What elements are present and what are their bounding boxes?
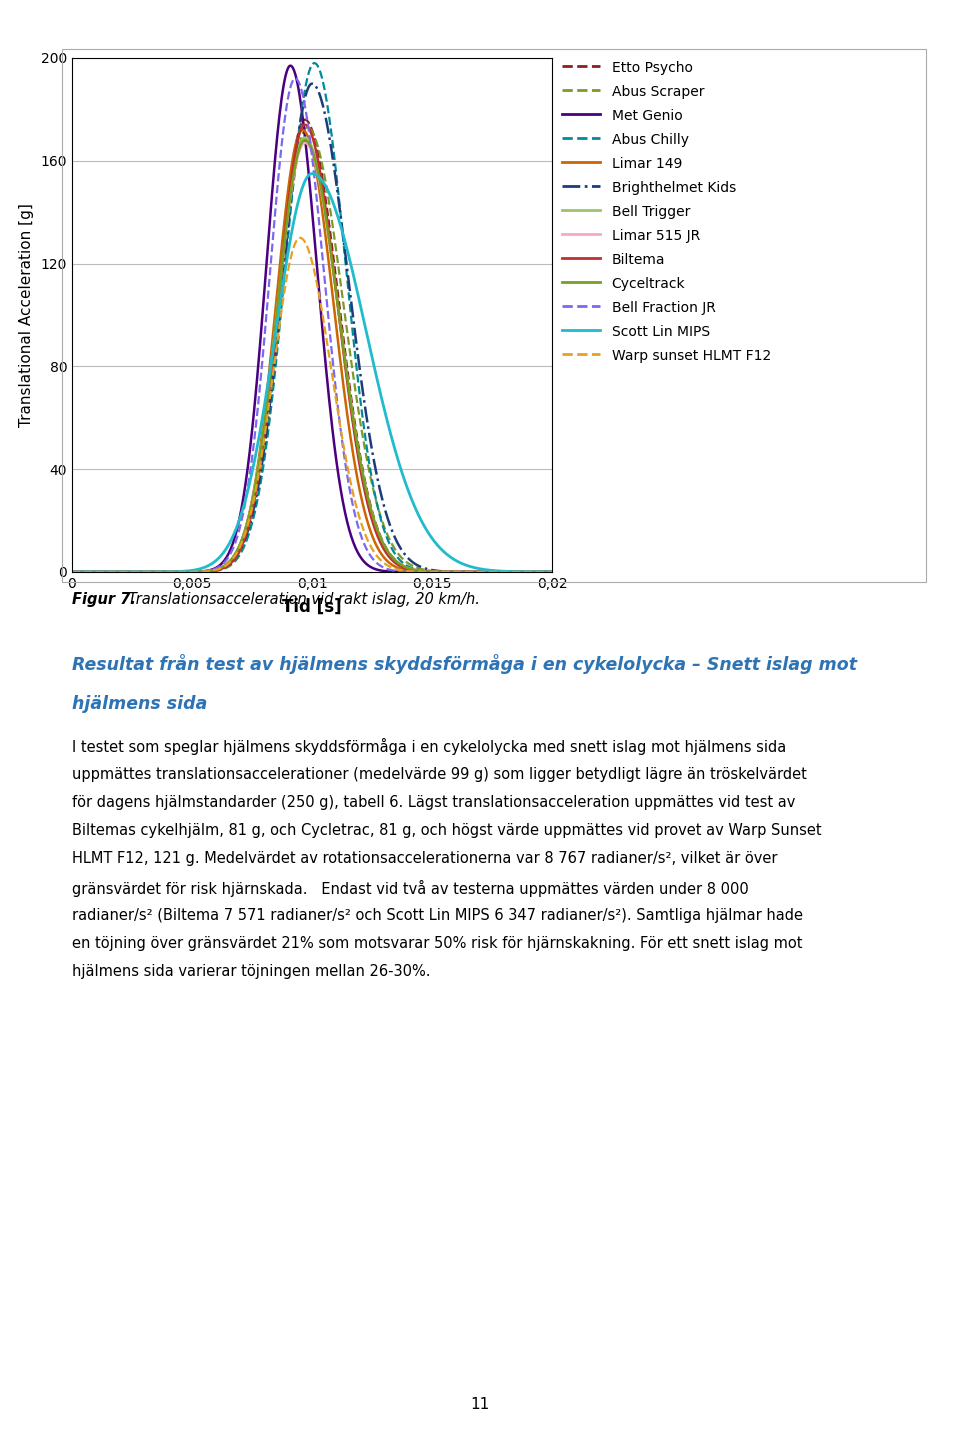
Text: gränsvärdet för risk hjärnskada.   Endast vid två av testerna uppmättes värden u: gränsvärdet för risk hjärnskada. Endast … <box>72 880 749 896</box>
Text: Resultat från test av hjälmens skyddsförmåga i en cykelolycka – Snett islag mot: Resultat från test av hjälmens skyddsför… <box>72 654 857 675</box>
Text: Translationsacceleration vid rakt islag, 20 km/h.: Translationsacceleration vid rakt islag,… <box>128 592 480 607</box>
Text: en töjning över gränsvärdet 21% som motsvarar 50% risk för hjärnskakning. För et: en töjning över gränsvärdet 21% som mots… <box>72 937 803 951</box>
Legend: Etto Psycho, Abus Scraper, Met Genio, Abus Chilly, Limar 149, Brighthelmet Kids,: Etto Psycho, Abus Scraper, Met Genio, Ab… <box>562 61 771 363</box>
Text: hjälmens sida varierar töjningen mellan 26-30%.: hjälmens sida varierar töjningen mellan … <box>72 964 430 979</box>
Text: hjälmens sida: hjälmens sida <box>72 695 207 712</box>
Text: Figur 7.: Figur 7. <box>72 592 136 607</box>
Text: radianer/s² (Biltema 7 571 radianer/s² och Scott Lin MIPS 6 347 radianer/s²). Sa: radianer/s² (Biltema 7 571 radianer/s² o… <box>72 908 803 922</box>
Y-axis label: Translational Acceleration [g]: Translational Acceleration [g] <box>18 203 34 427</box>
X-axis label: Tid [s]: Tid [s] <box>282 598 342 615</box>
Text: I testet som speglar hjälmens skyddsförmåga i en cykelolycka med snett islag mot: I testet som speglar hjälmens skyddsförm… <box>72 738 786 756</box>
Text: 11: 11 <box>470 1397 490 1412</box>
Text: för dagens hjälmstandarder (250 g), tabell 6. Lägst translationsacceleration upp: för dagens hjälmstandarder (250 g), tabe… <box>72 795 796 809</box>
Text: uppmättes translationsaccelerationer (medelvärde 99 g) som ligger betydligt lägr: uppmättes translationsaccelerationer (me… <box>72 767 806 782</box>
Text: Biltemas cykelhjälm, 81 g, och Cycletrac, 81 g, och högst värde uppmättes vid pr: Biltemas cykelhjälm, 81 g, och Cycletrac… <box>72 822 822 838</box>
Text: HLMT F12, 121 g. Medelvärdet av rotationsaccelerationerna var 8 767 radianer/s²,: HLMT F12, 121 g. Medelvärdet av rotation… <box>72 851 778 866</box>
